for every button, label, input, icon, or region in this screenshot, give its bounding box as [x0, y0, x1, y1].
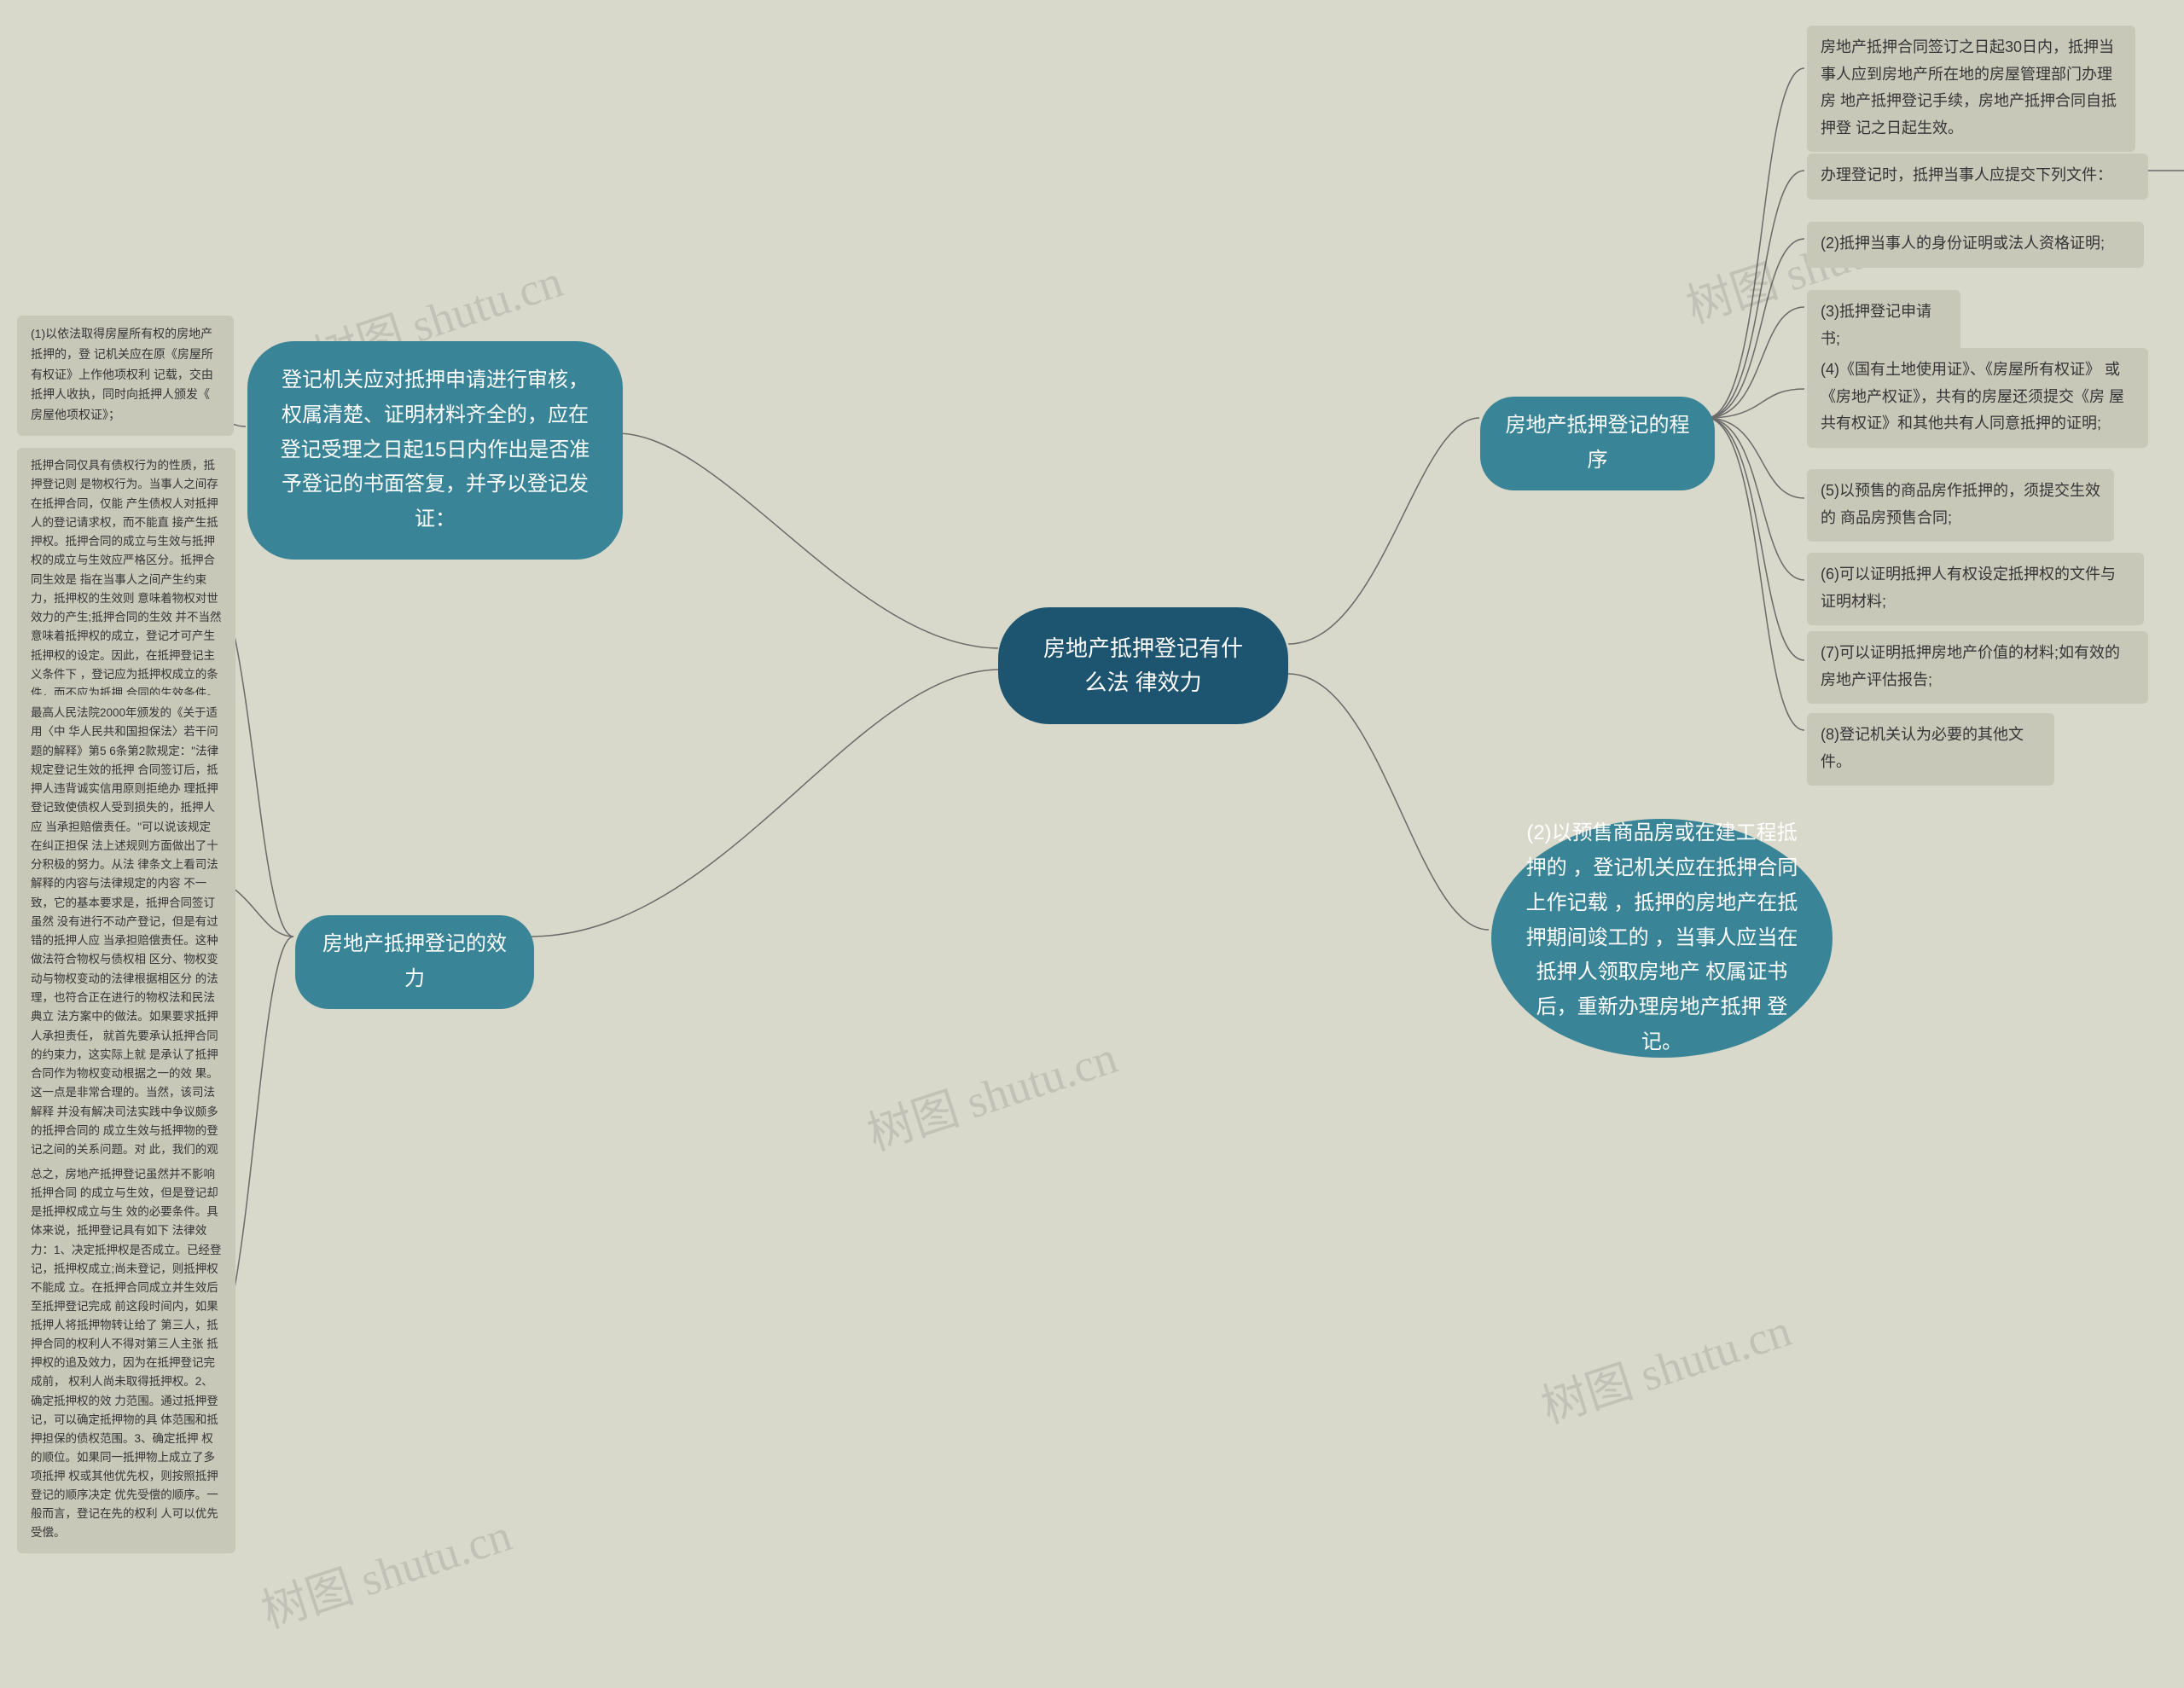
leaf-tr-1: 办理登记时，抵押当事人应提交下列文件： [1807, 154, 2148, 200]
branch-top-right-label: 房地产抵押登记的程序 [1506, 414, 1690, 472]
leaf-tl-1: (1)以依法取得房屋所有权的房地产抵押的，登 记机关应在原《房屋所有权证》上作他… [17, 316, 234, 436]
watermark: 树图 shutu.cn [857, 1019, 1124, 1163]
center-title: 房地产抵押登记有什么法 律效力 [1043, 635, 1243, 695]
branch-top-left-label: 登记机关应对抵押申请进行审核， 权属清楚、证明材料齐全的，应在 登记受理之日起1… [281, 368, 590, 531]
leaf-tr-7: (7)可以证明抵押房地产价值的材料;如有效的 房地产评估报告; [1807, 631, 2148, 704]
edge [1706, 239, 1804, 418]
edge [1706, 68, 1804, 418]
leaf-tr-8: (8)登记机关认为必要的其他文件。 [1807, 713, 2054, 786]
branch-bottom-right-label: (2)以预售商品房或在建工程抵押的 ，登记机关应在抵押合同上作记载 ，抵押的房地… [1522, 816, 1802, 1060]
watermark: 树图 shutu.cn [252, 1497, 519, 1641]
leaf-tr-0: 房地产抵押合同签订之日起30日内，抵押当 事人应到房地产所在地的房屋管理部门办理… [1807, 26, 2135, 152]
edge [617, 433, 998, 648]
leaf-tr-6: (6)可以证明抵押人有权设定抵押权的文件与 证明材料; [1807, 553, 2144, 625]
edge [1706, 418, 1804, 660]
leaf-bl-3: 总之，房地产抵押登记虽然并不影响抵押合同 的成立与生效，但是登记却是抵押权成立与… [17, 1157, 235, 1553]
branch-top-left[interactable]: 登记机关应对抵押申请进行审核， 权属清楚、证明材料齐全的，应在 登记受理之日起1… [247, 341, 623, 560]
leaf-tr-2: (2)抵押当事人的身份证明或法人资格证明; [1807, 222, 2144, 268]
edge [531, 670, 998, 937]
leaf-tr-4: (4)《国有土地使用证》、《房屋所有权证》 或《房地产权证》，共有的房屋还须提交… [1807, 348, 2148, 448]
edge [1706, 418, 1804, 730]
edge [1288, 674, 1489, 930]
edge [1706, 307, 1804, 418]
edge [1706, 418, 1804, 580]
leaf-bl-2: 最高人民法院2000年颁发的《关于适用〈中 华人民共和国担保法〉若干问题的解释》… [17, 695, 235, 1227]
branch-top-right[interactable]: 房地产抵押登记的程序 [1480, 397, 1715, 490]
edge [1706, 389, 1804, 418]
mindmap-canvas: 树图 shutu.cn 树图 shutu.cn 树图 shutu.cn 树图 s… [0, 0, 2184, 1688]
branch-bottom-right[interactable]: (2)以预售商品房或在建工程抵押的 ，登记机关应在抵押合同上作记载 ，抵押的房地… [1491, 819, 1833, 1058]
leaf-tr-5: (5)以预售的商品房作抵押的，须提交生效的 商品房预售合同; [1807, 469, 2114, 542]
branch-bottom-left[interactable]: 房地产抵押登记的效力 [295, 915, 534, 1009]
watermark: 树图 shutu.cn [1531, 1292, 1798, 1436]
edge [1288, 418, 1479, 644]
edge [1706, 171, 1804, 418]
center-node[interactable]: 房地产抵押登记有什么法 律效力 [998, 607, 1288, 724]
branch-bottom-left-label: 房地产抵押登记的效力 [322, 932, 507, 990]
edge [1706, 418, 1804, 498]
